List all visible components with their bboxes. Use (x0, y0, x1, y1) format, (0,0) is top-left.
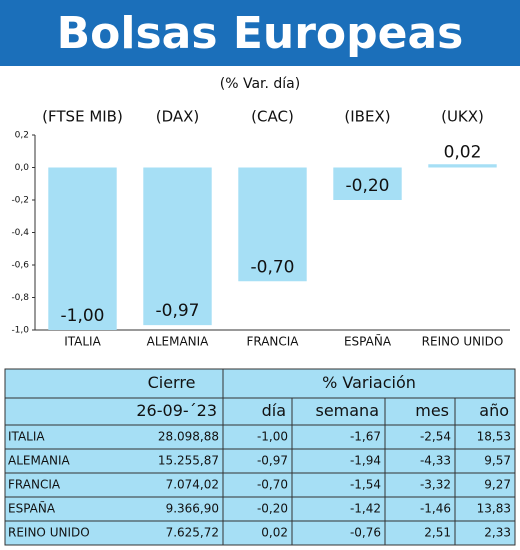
y-tick-label: -0,8 (11, 293, 29, 303)
table-cell: 13,83 (477, 502, 511, 516)
index-label: (DAX) (156, 108, 200, 126)
x-tick-label: ITALIA (64, 335, 101, 349)
table-cell: -1,00 (257, 430, 288, 444)
table-cell: 9,57 (484, 454, 511, 468)
title-banner (0, 0, 520, 66)
bar (143, 167, 212, 326)
row-label: ESPAÑA (8, 501, 56, 516)
table-cell: 18,53 (477, 430, 511, 444)
bar (428, 164, 497, 168)
bar (238, 167, 307, 282)
index-label: (FTSE MIB) (42, 108, 123, 126)
table-cell: -0,76 (350, 526, 381, 540)
table-subheader: año (479, 401, 509, 420)
table-subheader: 26-09-´23 (136, 401, 217, 420)
row-label: ALEMANIA (8, 454, 71, 468)
table-cell: -2,54 (420, 430, 451, 444)
table-cell: -1,54 (350, 478, 381, 492)
y-tick-label: -1,0 (11, 326, 29, 336)
value-label: -0,70 (251, 257, 295, 277)
value-label: 0,02 (444, 142, 482, 162)
y-tick-label: -0,6 (11, 261, 29, 271)
y-tick-label: 0,0 (15, 163, 30, 173)
table-cell: -3,32 (420, 478, 451, 492)
index-label: (UKX) (441, 108, 484, 126)
table-cell: -1,42 (350, 502, 381, 516)
x-tick-label: ESPAÑA (344, 334, 392, 349)
row-label: ITALIA (8, 430, 45, 444)
table-subheader: mes (415, 401, 449, 420)
bar (333, 167, 402, 200)
table-cell: 2,33 (484, 526, 511, 540)
x-tick-label: REINO UNIDO (422, 335, 504, 349)
x-tick-label: ALEMANIA (147, 335, 210, 349)
y-tick-label: -0,4 (11, 228, 29, 238)
table-cell: -1,94 (350, 454, 381, 468)
index-label: (IBEX) (344, 108, 390, 126)
table-cell: -0,20 (257, 502, 288, 516)
table-cell: 0,02 (261, 526, 288, 540)
table-cell: 7.625,72 (166, 526, 219, 540)
row-label: FRANCIA (8, 478, 61, 492)
table-header: % Variación (322, 373, 416, 392)
table-cell: 28.098,88 (158, 430, 219, 444)
row-label: REINO UNIDO (8, 526, 90, 540)
table-cell: -4,33 (420, 454, 451, 468)
index-label: (CAC) (251, 108, 294, 126)
table-cell: 2,51 (424, 526, 451, 540)
value-label: -1,00 (61, 306, 105, 326)
value-label: -0,20 (346, 176, 390, 196)
chart-title: Bolsas Europeas (57, 8, 464, 59)
table-subheader: semana (315, 401, 379, 420)
table-cell: 15.255,87 (158, 454, 219, 468)
x-tick-label: FRANCIA (246, 335, 299, 349)
table-header: Cierre (148, 373, 196, 392)
table-cell: -1,67 (350, 430, 381, 444)
table-cell: 9,27 (484, 478, 511, 492)
y-tick-label: -0,2 (11, 196, 29, 206)
y-tick-label: 0,2 (15, 131, 29, 141)
table-cell: -0,97 (257, 454, 288, 468)
table-cell: 9.366,90 (166, 502, 219, 516)
bar (48, 167, 117, 330)
table-cell: -1,46 (420, 502, 451, 516)
value-label: -0,97 (156, 301, 200, 321)
chart-subtitle: (% Var. día) (220, 76, 300, 92)
table-cell: 7.074,02 (166, 478, 219, 492)
table-cell: -0,70 (257, 478, 288, 492)
table-subheader: día (262, 401, 286, 420)
